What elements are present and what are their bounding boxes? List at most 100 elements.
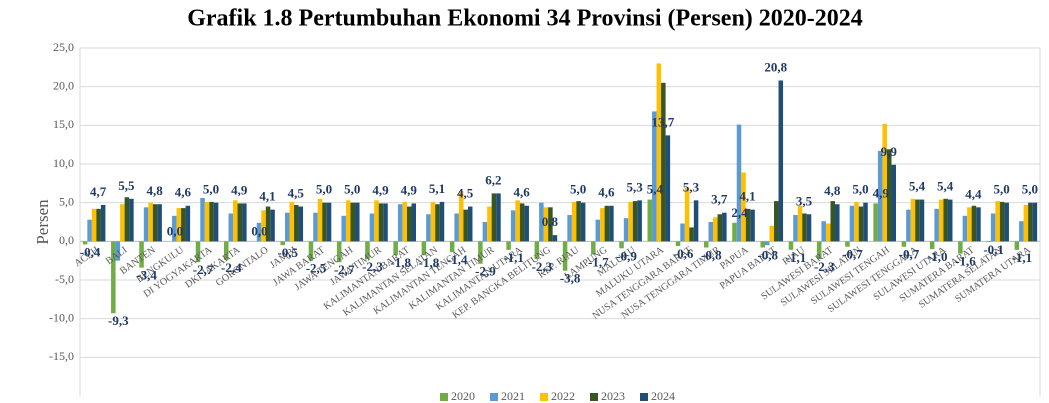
bar (308, 241, 314, 261)
data-label: 3,7 (711, 192, 728, 207)
bar (478, 241, 483, 264)
bar (1014, 241, 1020, 250)
bar (152, 204, 158, 242)
data-label: 5,4 (909, 179, 926, 194)
bar (200, 198, 205, 242)
data-label: 2,4 (731, 205, 748, 220)
bar (778, 80, 784, 242)
bar (213, 202, 219, 242)
bar (806, 214, 812, 242)
legend-label: 2023 (601, 389, 625, 403)
bar (426, 214, 431, 242)
bar (265, 206, 271, 242)
bar (741, 172, 746, 242)
data-label: -2,7 (334, 262, 355, 277)
bar (689, 227, 694, 242)
bar (675, 241, 681, 246)
y-tick-label: 15,0 (53, 117, 74, 131)
data-label: -1,4 (447, 252, 468, 267)
bar (684, 187, 690, 242)
bar (524, 205, 529, 242)
legend-swatch (490, 393, 498, 401)
bar (195, 241, 201, 263)
bar (915, 199, 920, 242)
data-label: 5,0 (570, 182, 586, 197)
bar (774, 201, 779, 242)
bar (947, 199, 953, 242)
legend-label: 2022 (551, 389, 575, 403)
bar (958, 241, 963, 254)
bar (750, 209, 755, 242)
bar (830, 201, 836, 242)
data-label: -3,8 (560, 271, 581, 286)
data-label: -1,7 (588, 254, 609, 269)
bar (713, 217, 718, 242)
bar (411, 203, 416, 242)
bar (355, 202, 360, 242)
chart-title: Grafik 1.8 Pertumbuhan Ekonomi 34 Provin… (187, 6, 863, 32)
y-tick-label: 25,0 (53, 40, 74, 54)
y-tick-label: -15,0 (49, 349, 74, 363)
bar (665, 135, 671, 242)
bar (764, 241, 770, 246)
data-label: -0,7 (899, 247, 920, 262)
bar (821, 221, 826, 242)
bar (623, 218, 629, 242)
bar (467, 206, 473, 242)
bar (873, 203, 878, 242)
bar (854, 201, 859, 242)
bar (934, 208, 939, 242)
bar (1032, 202, 1038, 242)
data-label: 4,7 (90, 184, 107, 199)
data-label: 9,9 (881, 144, 898, 159)
data-label: -1,1 (1012, 250, 1033, 265)
bar (990, 213, 996, 242)
bar (548, 207, 553, 242)
bar (336, 241, 342, 263)
data-label: 5,0 (1022, 182, 1038, 197)
bar (591, 241, 596, 255)
data-label: 4,6 (598, 185, 615, 200)
bar (111, 241, 116, 314)
bar (609, 205, 614, 242)
bar (96, 208, 101, 242)
bar (825, 223, 831, 242)
bar (543, 207, 549, 242)
bar (552, 235, 558, 242)
bar (647, 199, 653, 242)
data-label: 4,8 (146, 183, 163, 198)
bar (157, 204, 162, 242)
y-tick-label: 5,0 (59, 194, 74, 208)
bar (802, 213, 807, 242)
legend-swatch (540, 393, 548, 401)
data-label: -1,1 (786, 250, 807, 265)
bar (797, 205, 803, 242)
legend-swatch (590, 393, 598, 401)
data-label: 5,0 (316, 182, 332, 197)
data-label: 5,3 (683, 179, 700, 194)
bar (732, 222, 737, 242)
bar (487, 206, 492, 242)
data-label: 4,9 (401, 182, 418, 197)
data-label: -0,6 (673, 246, 694, 261)
bar (294, 204, 299, 242)
bar (115, 241, 121, 261)
bar (322, 202, 327, 242)
bar (261, 210, 266, 242)
legend-swatch (640, 393, 648, 401)
legend-swatch (440, 393, 448, 401)
data-label: -2,3 (362, 259, 383, 274)
bar (506, 241, 511, 250)
legend-label: 2024 (651, 389, 675, 403)
data-label: 13,7 (651, 114, 674, 129)
bar (233, 200, 238, 242)
data-label: 0,0 (167, 223, 183, 238)
bar (962, 215, 968, 242)
bar (999, 201, 1005, 242)
bar (284, 212, 290, 242)
bar (237, 203, 243, 242)
data-label: 4,1 (259, 189, 275, 204)
bar (482, 222, 488, 242)
